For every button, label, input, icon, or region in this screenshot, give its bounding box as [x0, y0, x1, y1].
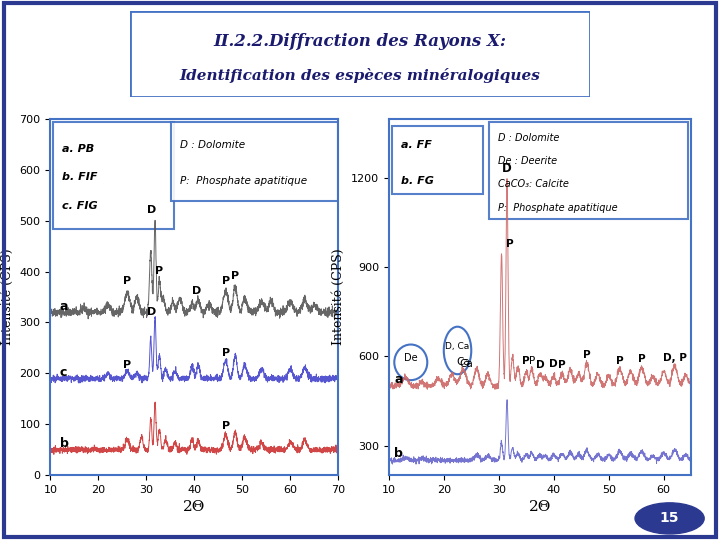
Text: De : Deerite: De : Deerite — [498, 156, 557, 166]
Text: P: P — [123, 360, 131, 370]
Text: P: P — [638, 354, 646, 364]
Text: D, P: D, P — [663, 353, 687, 363]
Text: P: P — [222, 421, 230, 431]
Text: P:  Phosphate apatitique: P: Phosphate apatitique — [180, 176, 307, 186]
FancyBboxPatch shape — [171, 123, 338, 201]
Text: P: P — [506, 239, 513, 248]
Text: CaCO₃: Calcite: CaCO₃: Calcite — [498, 179, 569, 190]
FancyBboxPatch shape — [392, 126, 482, 194]
Text: b: b — [60, 437, 69, 450]
Text: a: a — [395, 373, 402, 386]
Text: D, Ca: D, Ca — [446, 342, 469, 351]
Text: Identification des espèces minéralogiques: Identification des espèces minéralogique… — [179, 68, 541, 83]
Text: II.2.2.Diffraction des Rayons X:: II.2.2.Diffraction des Rayons X: — [214, 32, 506, 50]
Y-axis label: Intensité (CPS): Intensité (CPS) — [333, 249, 346, 345]
Text: D: D — [502, 162, 512, 176]
Y-axis label: Intensité (CPS): Intensité (CPS) — [1, 249, 14, 345]
Text: P: P — [528, 356, 535, 366]
Text: P: P — [222, 276, 230, 286]
Text: Ca: Ca — [456, 357, 470, 367]
Text: D: D — [536, 360, 544, 370]
Text: P: P — [583, 350, 590, 360]
Text: b. FIF: b. FIF — [62, 172, 97, 183]
X-axis label: 2Θ: 2Θ — [528, 501, 552, 515]
Circle shape — [635, 503, 704, 534]
Text: b: b — [395, 447, 403, 461]
Text: P: P — [222, 348, 230, 357]
X-axis label: 2Θ: 2Θ — [183, 501, 206, 515]
Text: D: D — [192, 286, 202, 296]
Text: b. FG: b. FG — [401, 176, 433, 186]
Text: P: P — [616, 356, 624, 366]
Text: P: P — [231, 271, 239, 281]
Text: a. FF: a. FF — [401, 140, 432, 150]
Text: P: P — [523, 356, 530, 366]
FancyBboxPatch shape — [53, 123, 174, 230]
Text: D : Dolomite: D : Dolomite — [498, 133, 559, 143]
FancyBboxPatch shape — [489, 123, 688, 219]
Text: D : Dolomite: D : Dolomite — [180, 140, 245, 150]
Text: 15: 15 — [660, 511, 680, 525]
Text: D: D — [147, 205, 156, 215]
Text: c. FIG: c. FIG — [62, 201, 97, 211]
Text: D: D — [549, 359, 558, 369]
Text: D: D — [147, 307, 156, 317]
Text: c: c — [60, 366, 68, 379]
Text: Ca: Ca — [459, 359, 472, 369]
Text: a. PB: a. PB — [62, 144, 94, 154]
Text: P: P — [558, 360, 566, 370]
Text: P: P — [123, 276, 131, 286]
Text: De: De — [404, 353, 418, 363]
Text: P:  Phosphate apatitique: P: Phosphate apatitique — [498, 202, 617, 213]
Text: P: P — [156, 266, 163, 276]
Text: a: a — [60, 300, 68, 313]
